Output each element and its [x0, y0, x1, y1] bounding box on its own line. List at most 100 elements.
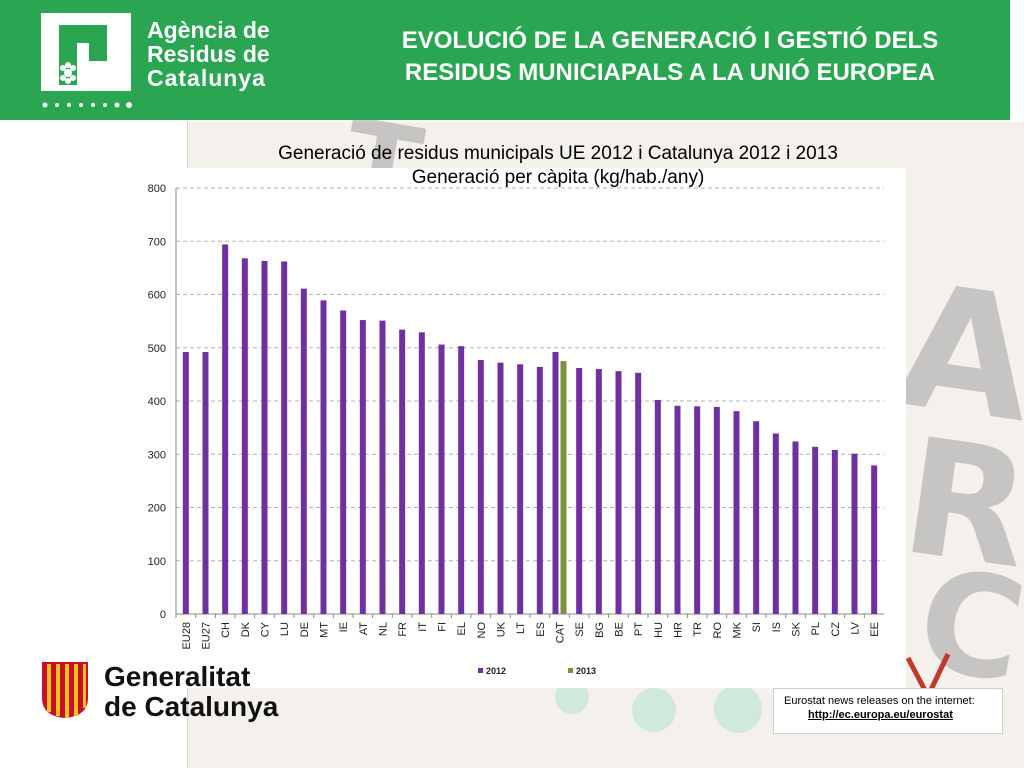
bar-2012	[576, 367, 583, 614]
bar-2012	[418, 332, 425, 614]
bar-2012	[497, 362, 504, 614]
x-tick-label: ES	[535, 622, 547, 637]
bar-2012	[694, 406, 701, 614]
bar-2013	[560, 361, 567, 614]
x-tick-label: CH	[220, 622, 232, 638]
legend-label: 2013	[576, 666, 596, 676]
x-tick-label: CY	[260, 621, 272, 637]
bar-chart: 0 100 200 300 400 500 600 700 800 EU28 EU27 CH DK CY L…	[134, 168, 906, 688]
x-tick-label: NL	[378, 622, 390, 636]
bar-2012	[261, 260, 268, 614]
generalitat-line2: de Catalunya	[104, 691, 279, 722]
bar-2012	[399, 329, 406, 614]
decorative-circle	[632, 688, 676, 732]
x-tick-label: DK	[240, 621, 252, 637]
bar-2012	[320, 300, 327, 614]
legend-swatch	[568, 668, 573, 673]
x-tick-label: LT	[515, 622, 527, 634]
x-tick-label: IT	[417, 622, 429, 632]
legend-label: 2012	[486, 666, 506, 676]
x-tick-label: BE	[614, 622, 626, 637]
x-tick-label: AT	[358, 622, 370, 636]
y-tick-label: 700	[148, 236, 166, 248]
y-tick-label: 300	[148, 449, 166, 461]
generalitat-logo-icon	[42, 662, 88, 718]
x-tick-label: SI	[751, 622, 763, 632]
eurostat-text: Eurostat news releases on the internet:	[784, 695, 975, 707]
x-tick-label: EL	[456, 622, 468, 635]
y-tick-label: 800	[148, 183, 166, 195]
logo-dots-icon	[42, 102, 132, 108]
bar-2012	[635, 372, 642, 614]
bar-2012	[536, 366, 543, 614]
y-tick-label: 200	[148, 503, 166, 515]
x-tick-label: BG	[594, 622, 606, 638]
x-tick-label: FI	[437, 622, 449, 632]
y-tick-label: 100	[148, 556, 166, 568]
y-tick-label: 600	[148, 290, 166, 302]
x-tick-label: DE	[299, 622, 311, 637]
bar-2012	[792, 441, 799, 614]
bar-2012	[615, 371, 622, 614]
x-tick-label: LV	[850, 621, 862, 634]
chart-subtitle: Generació per càpita (kg/hab./any)	[411, 167, 705, 188]
bar-2012	[477, 359, 484, 614]
bar-2012	[674, 405, 681, 614]
decorative-circle	[714, 685, 762, 733]
x-tick-label: FR	[397, 622, 409, 637]
bar-2012	[772, 433, 779, 614]
y-tick-label: 0	[160, 609, 166, 621]
bar-2012	[517, 364, 524, 614]
bar-2012	[595, 369, 602, 614]
eurostat-link[interactable]: http://ec.europa.eu/eurostat	[808, 709, 953, 721]
page-title-line2: RESIDUS MUNICIAPALS A LA UNIÓ EUROPEA	[404, 59, 936, 86]
bar-2012	[812, 446, 819, 614]
x-tick-label: TR	[692, 622, 704, 637]
bar-2012	[182, 352, 189, 614]
bar-2012	[379, 320, 386, 614]
bar-2012	[713, 406, 720, 614]
x-tick-label: HU	[653, 622, 665, 638]
x-tick-label: PL	[810, 622, 822, 635]
arc-logo-icon	[41, 13, 131, 91]
x-tick-label: IS	[771, 622, 783, 632]
x-tick-label: CZ	[830, 622, 842, 637]
chart-title-block: Generació de residus municipals UE 2012 …	[188, 142, 928, 190]
y-tick-label: 500	[148, 343, 166, 355]
legend-swatch	[478, 668, 483, 673]
chart-title: Generació de residus municipals UE 2012 …	[278, 143, 838, 164]
page-title-line1: EVOLUCIÓ DE LA GENERACIÓ I GESTIÓ DELS	[401, 27, 939, 54]
bar-2012	[552, 352, 559, 614]
header-bar: Agència de Residus de Catalunya EVOLUCIÓ…	[0, 0, 1010, 120]
org-name-line1: Agència de	[147, 17, 270, 43]
x-tick-label: IE	[338, 622, 350, 632]
bar-2012	[733, 411, 740, 614]
org-name-line3: Catalunya	[147, 65, 266, 91]
org-name-line2: Residus de	[147, 41, 270, 67]
x-tick-label: EU27	[201, 622, 213, 650]
bar-2012	[831, 449, 838, 614]
x-tick-label: UK	[496, 621, 508, 637]
y-tick-label: 400	[148, 396, 166, 408]
org-name: Agència de Residus de Catalunya	[147, 18, 270, 90]
x-tick-label: SE	[574, 622, 586, 637]
bar-2012	[359, 320, 366, 614]
bar-2012	[871, 465, 878, 614]
bar-2012	[851, 453, 858, 614]
bar-2012	[222, 244, 229, 614]
bar-2012	[241, 258, 248, 614]
eurostat-note: Eurostat news releases on the internet: …	[773, 688, 1003, 734]
generalitat-name: Generalitat de Catalunya	[104, 662, 278, 722]
bar-2012	[300, 288, 307, 614]
bar-2012	[202, 352, 209, 614]
bar-2012	[458, 346, 465, 614]
x-tick-label: PT	[633, 622, 645, 636]
bar-2012	[340, 310, 347, 614]
x-tick-label: MK	[732, 621, 744, 638]
generalitat-line1: Generalitat	[104, 661, 251, 692]
x-tick-label: MT	[319, 622, 331, 638]
x-tick-label: EE	[869, 622, 881, 637]
bar-2012	[438, 344, 445, 614]
bar-2012	[654, 399, 661, 614]
x-tick-label: CAT	[555, 622, 567, 643]
